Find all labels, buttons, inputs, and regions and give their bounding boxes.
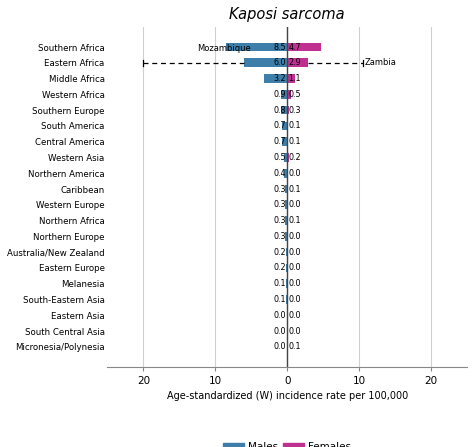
Bar — [286, 248, 287, 257]
Text: 0.1: 0.1 — [288, 185, 301, 194]
Text: 8.5: 8.5 — [273, 42, 286, 51]
Text: 0.0: 0.0 — [273, 326, 286, 336]
Bar — [286, 279, 287, 288]
Bar — [284, 169, 287, 177]
Text: 0.1: 0.1 — [288, 122, 301, 131]
Bar — [244, 59, 287, 67]
Text: Zambia: Zambia — [365, 58, 397, 67]
Text: 0.0: 0.0 — [288, 326, 301, 336]
Bar — [264, 74, 287, 83]
Bar — [287, 137, 288, 146]
Bar — [281, 90, 287, 99]
Legend: Males, Females: Males, Females — [219, 438, 356, 447]
Text: 0.7: 0.7 — [273, 137, 286, 146]
Text: 0.1: 0.1 — [273, 295, 286, 304]
Text: 0.2: 0.2 — [273, 263, 286, 272]
Text: 0.7: 0.7 — [273, 122, 286, 131]
Bar — [287, 185, 288, 194]
Text: 0.0: 0.0 — [273, 311, 286, 320]
Bar — [283, 153, 287, 162]
Text: 0.2: 0.2 — [288, 153, 301, 162]
Text: 0.0: 0.0 — [288, 169, 301, 178]
Text: 0.1: 0.1 — [273, 279, 286, 288]
Text: 0.5: 0.5 — [288, 90, 301, 99]
Text: 0.0: 0.0 — [288, 248, 301, 257]
Text: 0.1: 0.1 — [288, 216, 301, 225]
Bar — [287, 216, 288, 225]
Text: 0.3: 0.3 — [273, 185, 286, 194]
Bar — [287, 342, 288, 351]
Text: 0.3: 0.3 — [273, 232, 286, 241]
Text: 3.2: 3.2 — [273, 74, 286, 83]
Bar — [285, 216, 287, 225]
Text: 0.0: 0.0 — [288, 295, 301, 304]
Text: 6.0: 6.0 — [273, 58, 286, 67]
Bar — [285, 232, 287, 240]
Bar — [282, 137, 287, 146]
Text: 0.4: 0.4 — [273, 169, 286, 178]
Text: 0.0: 0.0 — [288, 263, 301, 272]
Bar — [282, 106, 287, 114]
Bar — [226, 43, 287, 51]
Text: 4.7: 4.7 — [288, 42, 301, 51]
Bar — [287, 43, 321, 51]
Bar — [285, 200, 287, 209]
Text: 2.9: 2.9 — [288, 58, 301, 67]
Bar — [286, 295, 287, 304]
Text: 0.0: 0.0 — [273, 342, 286, 351]
Text: 0.1: 0.1 — [288, 342, 301, 351]
Text: 0.8: 0.8 — [273, 105, 286, 114]
Text: 0.0: 0.0 — [288, 311, 301, 320]
Text: 0.0: 0.0 — [288, 232, 301, 241]
Text: 0.9: 0.9 — [273, 90, 286, 99]
Text: 0.3: 0.3 — [273, 200, 286, 209]
Text: 0.1: 0.1 — [288, 137, 301, 146]
Bar — [287, 122, 288, 130]
Text: 0.0: 0.0 — [288, 279, 301, 288]
Text: 0.5: 0.5 — [273, 153, 286, 162]
Text: 0.2: 0.2 — [273, 248, 286, 257]
Bar — [287, 59, 308, 67]
Bar — [287, 74, 295, 83]
Text: 1.1: 1.1 — [288, 74, 301, 83]
Bar — [286, 264, 287, 272]
Bar — [282, 122, 287, 130]
Text: 0.3: 0.3 — [288, 105, 301, 114]
X-axis label: Age-standardized (W) incidence rate per 100,000: Age-standardized (W) incidence rate per … — [166, 391, 408, 401]
Text: Mozambique: Mozambique — [197, 43, 251, 53]
Bar — [287, 106, 289, 114]
Bar — [287, 153, 289, 162]
Bar — [285, 185, 287, 194]
Title: Kaposi sarcoma: Kaposi sarcoma — [229, 7, 345, 22]
Text: 0.0: 0.0 — [288, 200, 301, 209]
Bar — [287, 90, 291, 99]
Text: 0.3: 0.3 — [273, 216, 286, 225]
